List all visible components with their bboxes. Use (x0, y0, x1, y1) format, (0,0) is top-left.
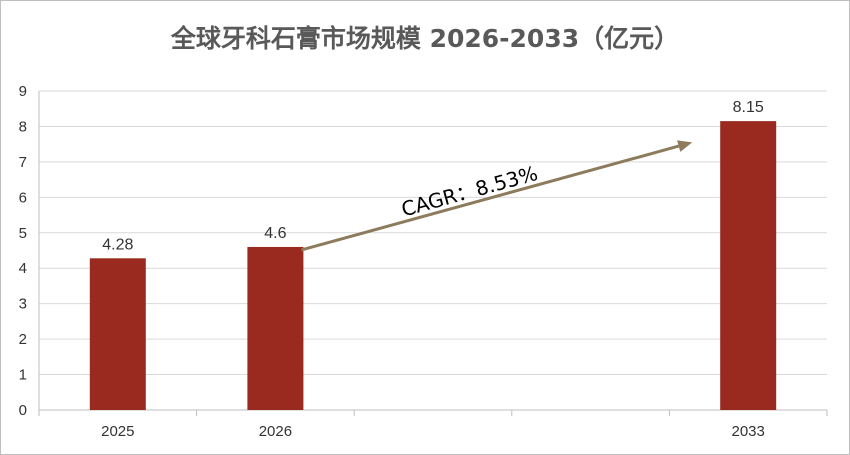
y-tick-label: 2 (19, 331, 27, 348)
y-tick-label: 3 (19, 296, 27, 313)
x-tick-label: 2026 (259, 423, 292, 440)
x-tick-label: 2033 (732, 423, 765, 440)
axes: 0 1 2 3 4 5 6 7 8 9 2025 2026 2033 (19, 83, 828, 440)
data-labels: 4.28 4.6 8.15 (102, 99, 764, 253)
chart-title: 全球牙科石膏市场规模 2026-2033（亿元） (170, 24, 679, 53)
y-tick-label: 9 (19, 83, 27, 100)
y-tick-label: 7 (19, 154, 27, 171)
bar (720, 121, 777, 410)
cagr-arrow-line (301, 144, 680, 252)
y-tick-label: 1 (19, 367, 27, 384)
data-label: 4.6 (264, 225, 286, 242)
gridlines (39, 90, 827, 376)
bar (247, 246, 304, 410)
y-tick-label: 4 (19, 260, 27, 277)
cagr-arrow-head (677, 140, 693, 152)
cagr-annotation: CAGR：8.53% (301, 140, 693, 252)
bars (89, 121, 777, 410)
y-tick-label: 0 (19, 402, 27, 419)
y-tick-label: 6 (19, 189, 27, 206)
data-label: 4.28 (102, 236, 133, 253)
y-tick-label: 8 (19, 118, 27, 135)
y-tick-label: 5 (19, 225, 27, 242)
bar (89, 258, 146, 410)
x-tick-label: 2025 (101, 423, 134, 440)
data-label: 8.15 (733, 99, 764, 116)
